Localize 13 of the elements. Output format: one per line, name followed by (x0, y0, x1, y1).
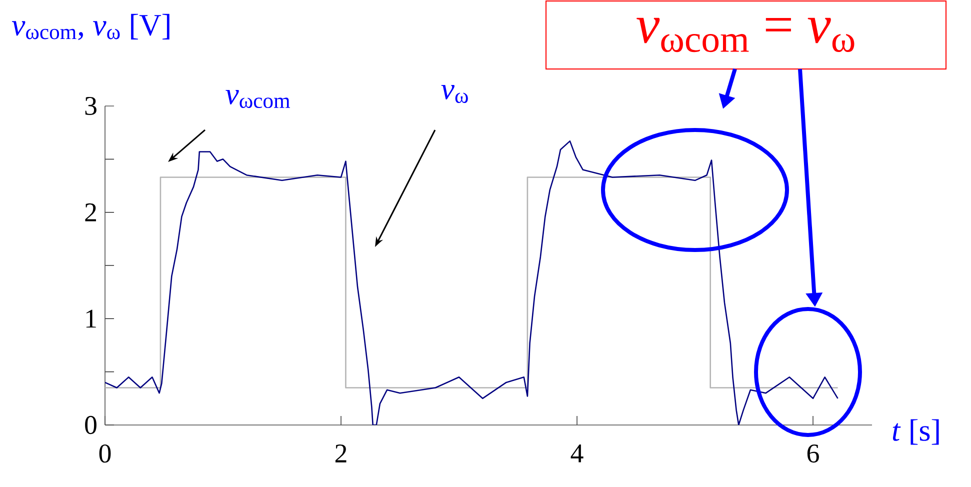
y-tick-label: 1 (86, 310, 96, 328)
x-tick-label: 2 (335, 444, 346, 462)
x-tick-label: 4 (570, 444, 584, 462)
x-tick-label: 6 (807, 444, 819, 463)
annotation: v$_{ωcom}$ (226, 90, 290, 108)
x-axis-title: t [s] (892, 419, 939, 445)
y-tick-label: 3 (85, 96, 96, 116)
y-axis-title: v$_{ωcom}$, v$_{ω}$ [V] (12, 14, 170, 40)
y-tick-label: 2 (85, 203, 96, 222)
text: v$_{ω}$ (441, 84, 468, 104)
y-tick-label: 0 (85, 416, 96, 434)
text: v$_{ωcom}$ = v$_{ω}$ (636, 18, 854, 52)
x-tick-label: 0 (99, 444, 111, 463)
